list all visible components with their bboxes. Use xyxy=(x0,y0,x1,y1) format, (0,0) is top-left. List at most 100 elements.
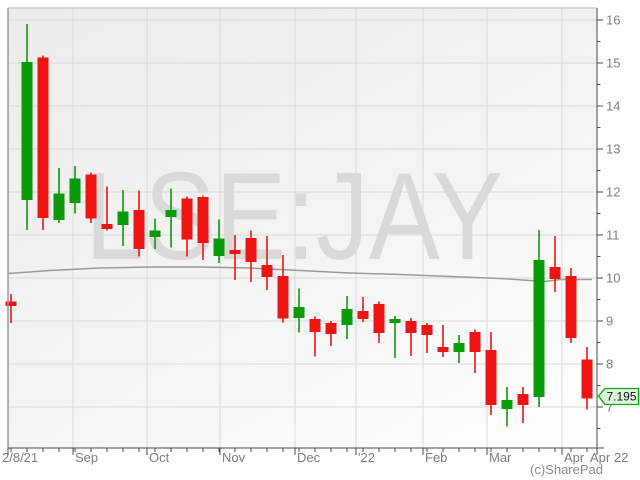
candle-body xyxy=(405,321,417,333)
candle-body xyxy=(533,260,545,397)
candle[interactable] xyxy=(21,24,33,230)
y-axis-tick-label: 8 xyxy=(606,357,613,372)
candle-body xyxy=(69,178,81,203)
candle-body xyxy=(85,174,97,219)
candle[interactable] xyxy=(325,321,337,346)
y-axis-tick-label: 11 xyxy=(606,228,620,243)
copyright-label: (c)SharePad xyxy=(530,462,603,477)
last-price-badge-shape xyxy=(597,387,640,406)
candle[interactable] xyxy=(517,387,529,423)
candle-body xyxy=(389,319,401,323)
candle[interactable] xyxy=(101,186,113,231)
candle-body xyxy=(213,238,225,256)
candle-body xyxy=(53,193,65,220)
candle-body xyxy=(309,319,321,332)
candle[interactable] xyxy=(389,316,401,358)
candles-layer[interactable] xyxy=(5,24,593,427)
x-axis-tick-label: Feb xyxy=(425,450,447,465)
candle-body xyxy=(197,197,209,243)
candle-body xyxy=(501,400,513,409)
candle[interactable] xyxy=(373,301,385,344)
last-price-badge: 7.195 xyxy=(597,387,640,406)
last-price-value: 7.195 xyxy=(606,390,636,404)
candle[interactable] xyxy=(53,168,65,223)
x-axis-tick-label: Mar xyxy=(489,450,512,465)
candle-body xyxy=(181,198,193,240)
y-axis-tick-label: 13 xyxy=(606,142,620,157)
candle-body xyxy=(149,230,161,237)
y-axis-tick-label: 7 xyxy=(606,400,613,415)
candle[interactable] xyxy=(469,329,481,374)
plot-frame xyxy=(7,7,604,449)
candle-body xyxy=(117,211,129,225)
candle-body xyxy=(421,325,433,335)
candle[interactable] xyxy=(357,297,369,322)
candle[interactable] xyxy=(405,318,417,356)
candle-body xyxy=(325,323,337,334)
candle[interactable] xyxy=(533,230,545,407)
x-axis-tick-label: Nov xyxy=(222,450,246,465)
ticker-watermark: LSE:JAY xyxy=(85,148,503,286)
candle-body xyxy=(517,394,529,405)
candle[interactable] xyxy=(165,188,177,248)
candle-body xyxy=(341,309,353,325)
candle[interactable] xyxy=(309,316,321,357)
candle-body xyxy=(485,350,497,405)
y-axis-tick-label: 14 xyxy=(606,99,620,114)
x-axis-tick-label: Apr xyxy=(564,450,585,465)
candle[interactable] xyxy=(181,196,193,257)
x-axis-tick-label: Oct xyxy=(149,450,170,465)
candle-body xyxy=(5,301,17,306)
candle[interactable] xyxy=(565,268,577,343)
x-axis-tick-label: Dec xyxy=(297,450,321,465)
candle-body xyxy=(357,311,369,319)
candle[interactable] xyxy=(69,166,81,214)
candle[interactable] xyxy=(197,195,209,261)
candle-body xyxy=(21,62,33,200)
candle-body xyxy=(469,332,481,352)
candle[interactable] xyxy=(85,172,97,224)
candle-body xyxy=(261,265,273,277)
candle[interactable] xyxy=(437,325,449,357)
candle[interactable] xyxy=(133,190,145,257)
candle-body xyxy=(229,250,241,254)
x-axis-tick-label: Apr 22 xyxy=(590,450,628,465)
x-axis-tick-label: Sep xyxy=(75,450,98,465)
y-axis-tick-label: 15 xyxy=(606,56,620,71)
candle-body xyxy=(245,238,257,262)
axis-ticks xyxy=(7,19,603,455)
candle[interactable] xyxy=(261,236,273,290)
axis-labels: 16 15 14 13 12 11 10 9 8 7 2/8/21 Sep Oct Nov Dec '22 Fe… xyxy=(2,13,628,466)
y-axis-tick-label: 16 xyxy=(606,13,620,28)
candle-body xyxy=(277,276,289,319)
candle-body xyxy=(133,210,145,249)
candle-body xyxy=(373,304,385,333)
y-axis-tick-label: 12 xyxy=(606,185,620,200)
candle[interactable] xyxy=(245,230,257,283)
candle[interactable] xyxy=(549,236,561,292)
candle[interactable] xyxy=(293,288,305,333)
candle[interactable] xyxy=(341,296,353,339)
candle-body xyxy=(293,307,305,318)
candle[interactable] xyxy=(229,235,241,280)
candle[interactable] xyxy=(501,387,513,427)
candle-body xyxy=(437,347,449,352)
candle-body xyxy=(101,224,113,229)
y-axis-tick-label: 9 xyxy=(606,314,613,329)
candle[interactable] xyxy=(581,347,593,410)
candle-body xyxy=(549,267,561,279)
x-axis-tick-label: '22 xyxy=(358,450,375,465)
candle[interactable] xyxy=(421,323,433,353)
candle-body xyxy=(165,210,177,217)
candle[interactable] xyxy=(149,218,161,250)
candle[interactable] xyxy=(37,55,49,231)
candle[interactable] xyxy=(485,332,497,415)
candle[interactable] xyxy=(5,294,17,323)
candle[interactable] xyxy=(213,219,225,264)
candle-body xyxy=(581,359,593,399)
candle[interactable] xyxy=(117,190,129,246)
candle[interactable] xyxy=(277,255,289,323)
candle[interactable] xyxy=(453,335,465,363)
x-axis-tick-label: 2/8/21 xyxy=(2,450,38,465)
